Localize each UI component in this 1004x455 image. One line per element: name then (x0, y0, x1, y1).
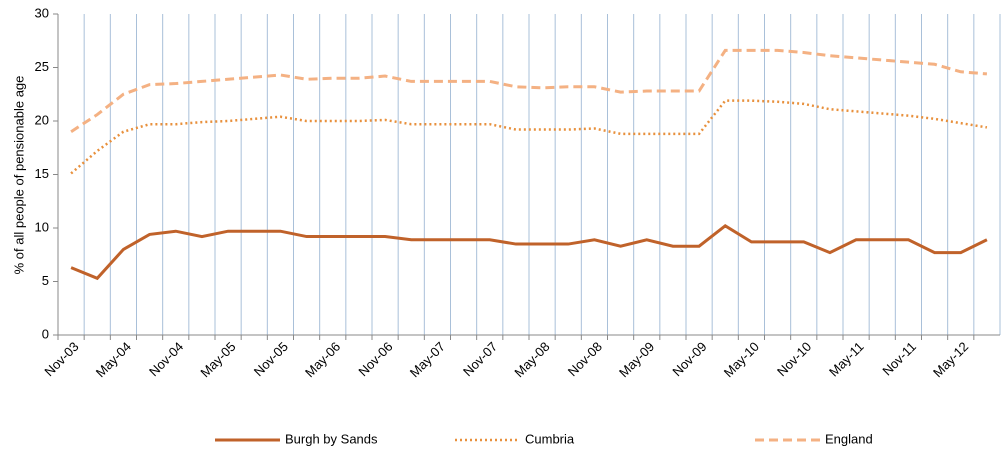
legend-label: Burgh by Sands (285, 431, 378, 446)
x-tick-label: May-09 (616, 339, 657, 380)
x-tick-label: Nov-11 (879, 339, 919, 379)
x-tick-label: Nov-08 (565, 339, 605, 379)
legend-label: Cumbria (525, 431, 575, 446)
series-line (70, 48, 988, 133)
x-tick-label: May-10 (721, 339, 762, 380)
x-tick-label: May-12 (930, 339, 971, 380)
y-tick-label: 25 (35, 59, 49, 74)
x-tick-label: May-06 (302, 339, 343, 380)
y-tick-label: 10 (35, 219, 49, 234)
x-tick-label: May-11 (826, 339, 867, 380)
y-axis-label: % of all people of pensionable age (11, 76, 26, 275)
y-tick-label: 30 (35, 5, 49, 20)
x-tick-label: Nov-04 (146, 339, 186, 379)
series-line (70, 99, 988, 175)
x-tick-label: Nov-07 (460, 339, 500, 379)
x-tick-label: Nov-09 (669, 339, 709, 379)
x-tick-label: Nov-06 (355, 339, 395, 379)
x-tick-label: Nov-10 (774, 339, 814, 379)
y-tick-label: 20 (35, 112, 49, 127)
x-tick-label: Nov-05 (251, 339, 291, 379)
x-tick-label: May-08 (511, 339, 552, 380)
series-line (70, 224, 988, 281)
x-tick-label: May-05 (197, 339, 238, 380)
y-tick-label: 0 (42, 326, 49, 341)
x-tick-label: Nov-03 (41, 339, 81, 379)
y-tick-label: 15 (35, 166, 49, 181)
x-tick-label: May-04 (93, 339, 134, 380)
x-tick-label: May-07 (407, 339, 448, 380)
y-tick-label: 5 (42, 273, 49, 288)
legend-label: England (825, 431, 873, 446)
